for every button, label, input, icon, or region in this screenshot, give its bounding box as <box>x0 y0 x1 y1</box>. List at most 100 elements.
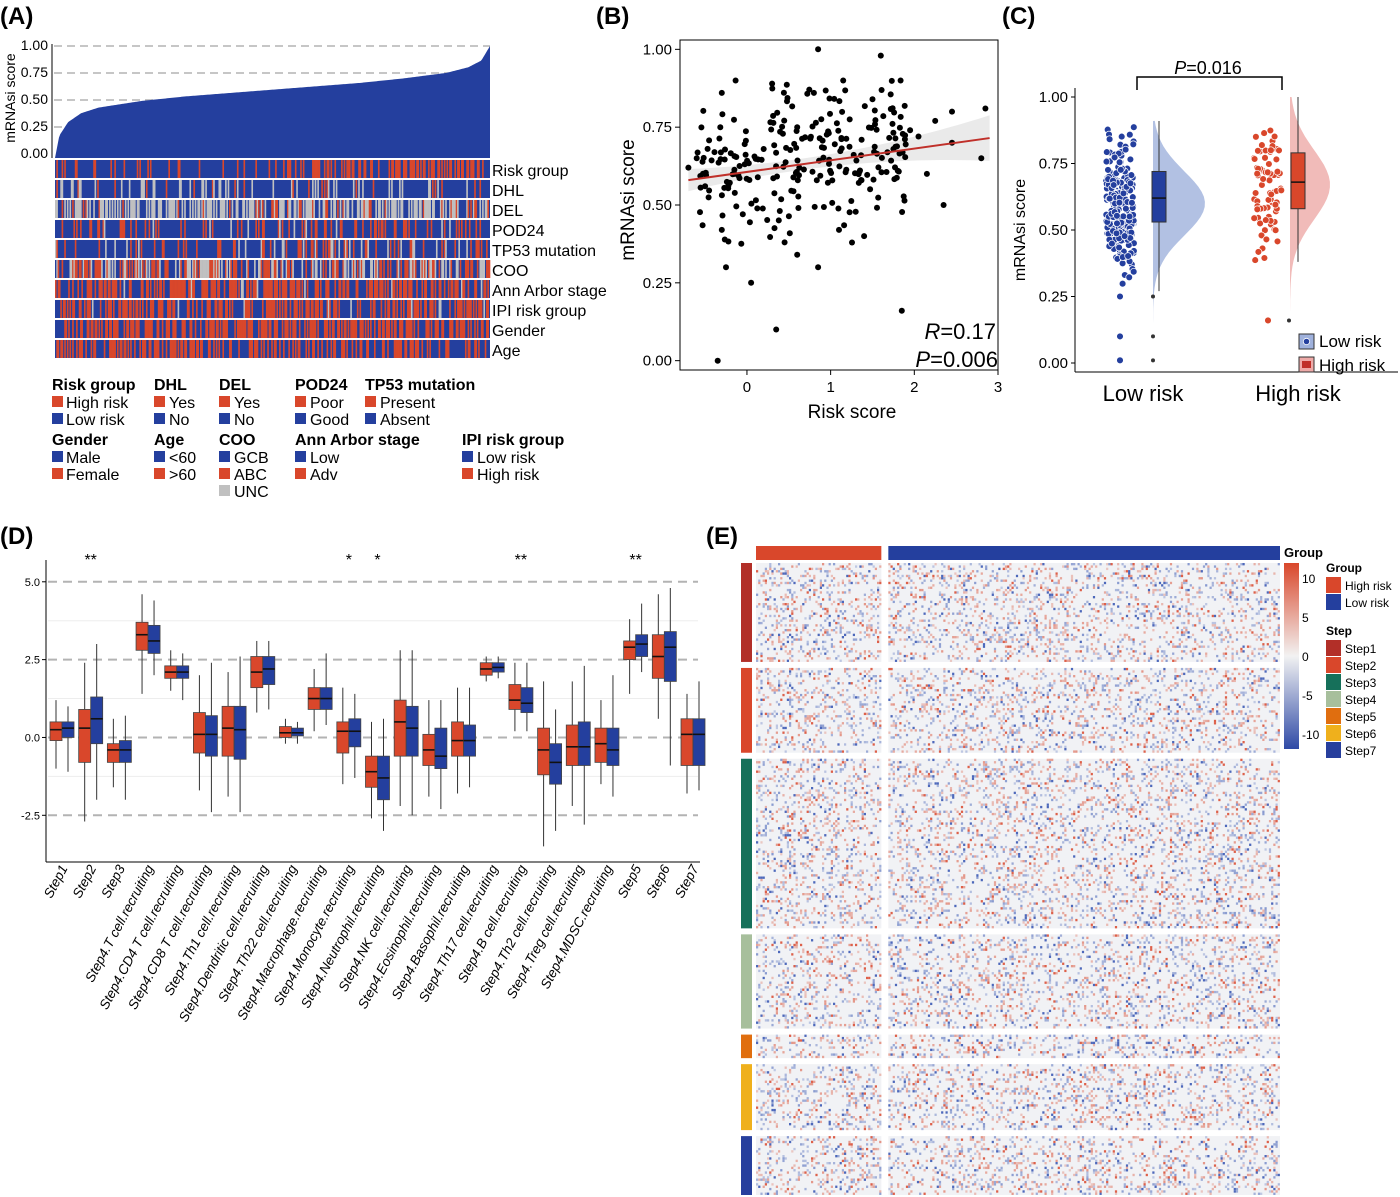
track-cell <box>232 260 235 278</box>
heatmap-cell <box>769 726 772 730</box>
heatmap-cell <box>1081 605 1085 608</box>
track-cell <box>486 260 488 278</box>
heatmap-cell <box>1002 629 1005 632</box>
heatmap-cell <box>1143 614 1146 618</box>
track-cell <box>310 200 313 218</box>
heatmap-cell <box>1125 570 1129 573</box>
track-cell <box>267 260 269 278</box>
track-cell <box>126 240 128 258</box>
heatmap-cell <box>870 719 873 723</box>
heatmap-cell <box>863 593 866 596</box>
track-cell <box>451 200 454 218</box>
heatmap-cell <box>813 647 816 651</box>
heatmap-cell <box>1108 603 1111 606</box>
heatmap-cell <box>1180 605 1184 608</box>
heatmap-cell <box>1123 667 1126 671</box>
track-cell <box>406 320 409 338</box>
track-cell <box>356 260 359 278</box>
heatmap-cell <box>778 638 781 641</box>
heatmap-cell <box>1264 636 1267 639</box>
heatmap-cell <box>1132 579 1135 582</box>
track-cell <box>467 260 470 278</box>
track-cell <box>468 220 471 238</box>
heatmap-cell <box>773 748 776 751</box>
heatmap-cell <box>830 731 833 734</box>
heatmap-cell <box>1084 603 1087 606</box>
heatmap-cell <box>996 640 999 644</box>
heatmap-cell <box>1053 621 1056 625</box>
heatmap-cell <box>921 638 924 641</box>
heatmap-cell <box>980 640 983 644</box>
track-cell <box>387 260 389 278</box>
heatmap-cell <box>758 603 761 606</box>
box <box>90 696 104 745</box>
track-cell <box>395 320 397 338</box>
panel-a-score-bars <box>55 46 490 158</box>
heatmap-cell <box>923 654 926 658</box>
heatmap-cell <box>1147 591 1151 594</box>
track-cell <box>413 300 416 318</box>
heatmap-cell <box>1266 598 1269 601</box>
track-cell <box>203 200 206 218</box>
track-cell <box>226 200 228 218</box>
heatmap-cell <box>861 682 864 685</box>
track-cell <box>345 260 347 278</box>
track-cell <box>148 200 151 218</box>
heatmap-cell <box>1194 640 1197 644</box>
heatmap-cell <box>1277 631 1280 634</box>
heatmap-cell <box>808 584 811 587</box>
heatmap-cell <box>800 636 803 639</box>
heatmap-cell <box>1040 643 1043 646</box>
heatmap-cell <box>859 565 862 568</box>
legend-swatch <box>52 413 63 424</box>
track-cell <box>127 320 130 338</box>
heatmap-cell <box>1055 593 1058 596</box>
track-cell <box>348 240 351 258</box>
track-cell <box>476 320 479 338</box>
track-cell <box>139 340 141 358</box>
heatmap-cell <box>1178 645 1181 648</box>
heatmap-cell <box>978 659 981 662</box>
heatmap-cell <box>804 617 807 620</box>
heatmap-cell <box>1169 621 1173 625</box>
track-cell <box>144 260 147 278</box>
track-cell <box>66 340 69 358</box>
track-cell <box>355 320 358 338</box>
track-cell <box>206 260 209 278</box>
heatmap-cell <box>872 743 875 746</box>
track-cell <box>56 340 58 358</box>
heatmap-cell <box>789 700 792 704</box>
heatmap-cell <box>1007 626 1010 629</box>
box <box>635 634 649 657</box>
track-cell <box>488 260 491 278</box>
heatmap-cell <box>965 640 968 644</box>
heatmap-cell <box>1035 570 1038 573</box>
heatmap-cell <box>855 743 858 746</box>
track-cell <box>136 260 139 278</box>
heatmap-cell <box>963 574 966 578</box>
heatmap-cell <box>956 643 959 646</box>
track-cell <box>165 200 168 218</box>
heatmap-cell <box>1238 657 1241 660</box>
heatmap-cell <box>1167 605 1170 608</box>
y-tick-label: 0.00 <box>1039 355 1068 372</box>
heatmap-cell <box>989 574 992 578</box>
track-cell <box>78 180 81 198</box>
heatmap-cell <box>1000 638 1003 641</box>
heatmap-cell <box>1275 591 1278 594</box>
heatmap-cell <box>775 570 778 573</box>
panel-e: Group 10 5 0 -5 -10 Group High risk Low … <box>741 545 1393 1195</box>
heatmap-cell <box>1169 581 1173 585</box>
heatmap-cell <box>861 733 864 737</box>
heatmap-cell <box>916 572 920 575</box>
track-cell <box>57 340 60 358</box>
heatmap-cell <box>879 581 882 585</box>
track-cell <box>346 240 348 258</box>
track-cell <box>275 320 277 338</box>
heatmap-cell <box>1013 626 1016 629</box>
track-cell <box>190 320 193 338</box>
track-cell <box>396 160 399 178</box>
heatmap-cell <box>815 705 818 708</box>
heatmap-cell <box>1235 631 1239 634</box>
track-cell <box>346 280 348 298</box>
